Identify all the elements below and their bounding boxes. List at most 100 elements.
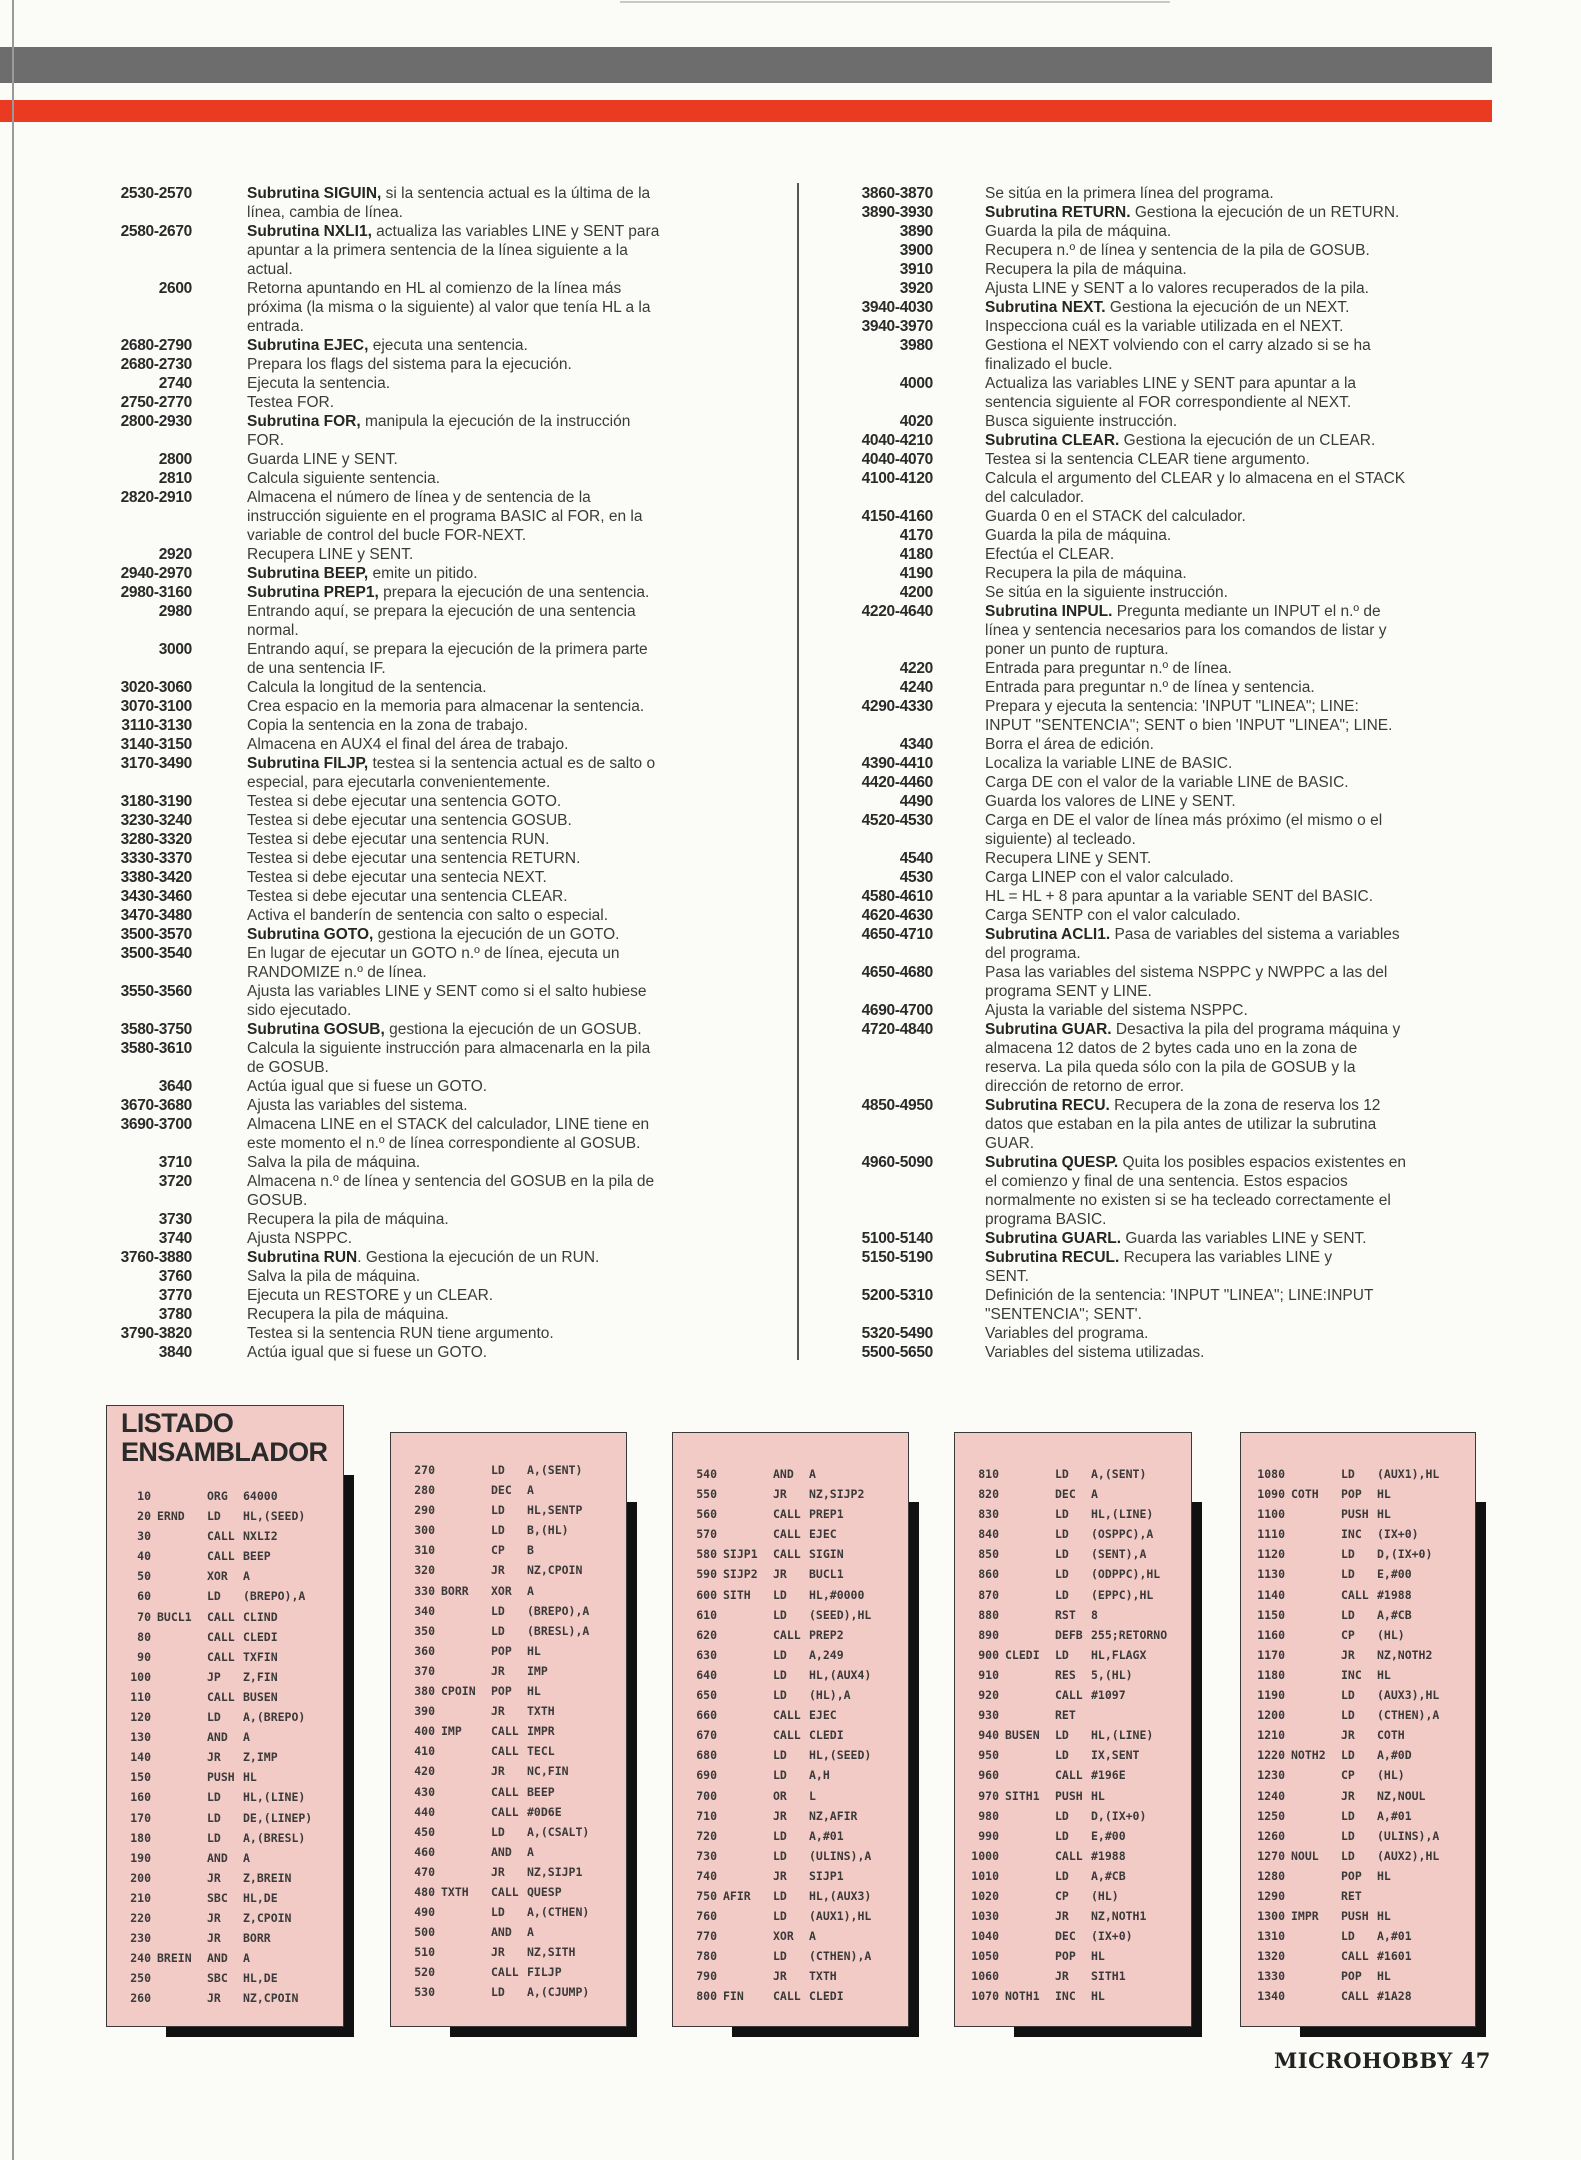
line-number: 1340: [1257, 1989, 1285, 2004]
opcode: CALL: [491, 1724, 519, 1739]
line-range: 2800-2930: [120, 413, 193, 430]
operand: NZ,NOTH2: [1377, 1647, 1433, 1662]
description-entry: 3170-3490 Subrutina FILJP, testea si la s…: [100, 754, 740, 792]
operand: #196E: [1091, 1768, 1126, 1783]
line-number: 100: [130, 1669, 151, 1684]
listing-line: 330 BORR XOR A: [391, 1581, 626, 1601]
opcode: LD: [1055, 1527, 1069, 1542]
listing-line: 1120 LD D,(IX+0): [1241, 1544, 1475, 1564]
description-entry: 4580-4610 HL = HL + 8 para apuntar a la v…: [840, 887, 1500, 906]
opcode: SBC: [207, 1890, 228, 1905]
opcode: LD: [773, 1768, 787, 1783]
opcode: CP: [1341, 1627, 1355, 1642]
listing-line: 780 LD (CTHEN),A: [673, 1946, 908, 1966]
operand: A,H: [809, 1768, 830, 1783]
description-body: testea si la sentencia actual es de salt…: [247, 755, 656, 791]
operand: IMP: [527, 1663, 548, 1678]
opcode: CP: [491, 1543, 505, 1558]
description-text: Salva la pila de máquina.: [247, 1153, 420, 1172]
description-entry: 5320-5490 Variables del programa.: [840, 1324, 1500, 1343]
operand: A,(SENT): [527, 1463, 583, 1477]
opcode: LD: [773, 1888, 787, 1903]
operand: (AUX1),HL: [809, 1909, 872, 1924]
opcode: LD: [491, 1905, 505, 1920]
operand: HL,(AUX3): [809, 1888, 872, 1903]
line-range: 3740: [158, 1230, 193, 1247]
line-range: 2680-2730: [120, 356, 193, 373]
line-range: 4290-4330: [861, 698, 934, 715]
description-body: Recupera la pila de máquina.: [985, 565, 1187, 582]
listing-line: 1110 INC (IX+0): [1241, 1524, 1475, 1544]
operand: SITH1: [1091, 1969, 1126, 1984]
line-range: 3980: [899, 337, 934, 354]
description-entry: 3280-3320 Testea si debe ejecutar una sen…: [100, 830, 740, 849]
description-body: Calcula la longitud de la sentencia.: [247, 679, 487, 696]
opcode: LD: [207, 1790, 221, 1805]
description-entry: 3690-3700 Almacena LINE en el STACK del c…: [100, 1115, 740, 1153]
line-number: 1310: [1257, 1929, 1285, 1944]
description-text: Subrutina GUAR. Desactiva la pila del pr…: [985, 1020, 1400, 1096]
operand: A,#01: [809, 1828, 844, 1843]
description-entry: 3550-3560 Ajusta las variables LINE y SEN…: [100, 982, 740, 1020]
listing-line: 520 CALL FILJP: [391, 1962, 626, 1982]
opcode: JR: [491, 1864, 505, 1879]
line-number: 770: [696, 1929, 717, 1944]
label: FIN: [723, 1989, 744, 2004]
listing-line: 580 SIJP1 CALL SIGIN: [673, 1544, 908, 1564]
description-body: Testea si debe ejecutar una sentencia RE…: [247, 850, 581, 867]
opcode: AND: [491, 1844, 512, 1859]
opcode: LD: [207, 1589, 221, 1604]
line-range: 3890-3930: [861, 204, 934, 221]
operand: 255;RETORNO: [1091, 1627, 1168, 1642]
operand: (AUX3),HL: [1377, 1688, 1440, 1703]
operand: E,#00: [1377, 1567, 1412, 1582]
description-body: Testea si debe ejecutar una sentencia GO…: [247, 793, 562, 810]
listing-line: 790 JR TXTH: [673, 1966, 908, 1986]
operand: (BREPO),A: [243, 1589, 306, 1604]
line-range: 5500-5650: [861, 1344, 934, 1361]
operand: A,#0D: [1377, 1748, 1412, 1763]
line-range: 2920: [158, 546, 193, 563]
top-rule: [620, 1, 1170, 3]
header-gray-bar: [0, 47, 1492, 83]
listing-line: 1150 LD A,#CB: [1241, 1605, 1475, 1625]
label: BUCL1: [157, 1609, 192, 1624]
description-text: Ajusta la variable del sistema NSPPC.: [985, 1001, 1248, 1020]
description-body: En lugar de ejecutar un GOTO n.º de líne…: [247, 945, 620, 981]
description-body: Ajusta las variables del sistema.: [247, 1097, 468, 1114]
operand: 5,(HL): [1091, 1667, 1133, 1682]
opcode: LD: [491, 1824, 505, 1839]
opcode: CALL: [773, 1547, 801, 1562]
line-number: 1300: [1257, 1909, 1285, 1924]
line-number: 940: [978, 1728, 999, 1743]
opcode: LD: [1341, 1848, 1355, 1863]
line-range: 3020-3060: [120, 679, 193, 696]
listing-line: 220 JR Z,CPOIN: [107, 1908, 343, 1928]
listing-line: 1080 LD (AUX1),HL: [1241, 1464, 1475, 1484]
description-entry: 3980 Gestiona el NEXT volviendo con el ca…: [840, 336, 1500, 374]
operand: (ULINS),A: [809, 1848, 872, 1863]
label: SITH1: [1005, 1788, 1040, 1803]
opcode: LD: [773, 1688, 787, 1703]
line-range: 3890: [899, 223, 934, 240]
description-entry: 3140-3150 Almacena en AUX4 el final del á…: [100, 735, 740, 754]
opcode: JR: [1055, 1909, 1069, 1924]
description-entry: 5500-5650 Variables del sistema utilizada…: [840, 1343, 1500, 1362]
line-number: 700: [696, 1788, 717, 1803]
opcode: CALL: [207, 1689, 235, 1704]
description-entry: 3720 Almacena n.º de línea y sentencia de…: [100, 1172, 740, 1210]
listing-line: 180 LD A,(BRESL): [107, 1828, 343, 1848]
description-entry: 3710 Salva la pila de máquina.: [100, 1153, 740, 1172]
line-number: 170: [130, 1810, 151, 1825]
listing-line: 1060 JR SITH1: [955, 1966, 1191, 1986]
line-range: 3580-3610: [120, 1040, 193, 1057]
description-text: Definición de la sentencia: 'INPUT "LINE…: [985, 1286, 1373, 1324]
description-text: Entrando aquí, se prepara la ejecución d…: [247, 640, 648, 678]
listing-line: 680 LD HL,(SEED): [673, 1745, 908, 1765]
opcode: LD: [207, 1830, 221, 1845]
line-range: 3230-3240: [120, 812, 193, 829]
line-range: 4960-5090: [861, 1154, 934, 1171]
listing-line: 1290 RET: [1241, 1886, 1475, 1906]
description-body: Guarda los valores de LINE y SENT.: [985, 793, 1236, 810]
operand: E,#00: [1091, 1828, 1126, 1843]
